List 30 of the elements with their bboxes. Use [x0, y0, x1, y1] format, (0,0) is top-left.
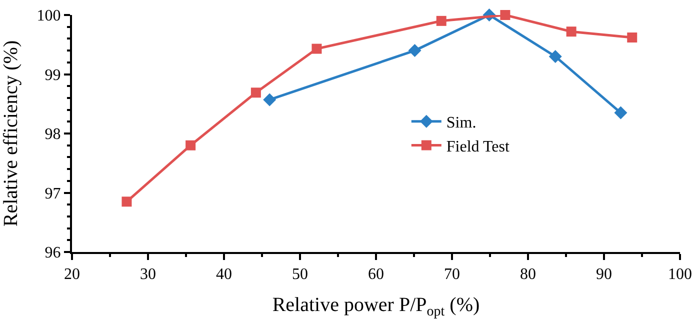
point — [250, 88, 261, 98]
point — [263, 93, 276, 106]
y-tick-label: 97 — [44, 185, 61, 202]
point — [548, 50, 562, 63]
point — [436, 16, 446, 26]
y-tick-label: 96 — [44, 244, 61, 262]
x-tick-label: 70 — [444, 266, 460, 284]
x-tick-label: 30 — [140, 266, 156, 284]
point — [566, 26, 576, 37]
x-tick-label: 40 — [216, 266, 232, 284]
x-tick-label: 80 — [520, 266, 536, 284]
x-tick-label: 50 — [292, 266, 308, 284]
point — [122, 196, 132, 207]
y-tick-label: 98 — [44, 126, 61, 144]
x-tick-label: 60 — [368, 266, 384, 284]
y-axis-title: Relative efficiency (%) — [0, 40, 22, 227]
y-tick-label: 99 — [44, 66, 61, 84]
point — [627, 32, 638, 43]
y-tick-label: 100 — [36, 8, 61, 25]
point — [186, 140, 196, 150]
x-tick-label: 100 — [668, 266, 692, 284]
point — [312, 44, 322, 54]
point — [408, 44, 422, 58]
point — [500, 10, 510, 20]
x-tick-label: 90 — [596, 266, 612, 284]
x-axis-title: Relative power P/P$_{opt}$ (%) — [272, 294, 480, 320]
legend-label: Sim. — [446, 114, 476, 132]
point — [614, 106, 628, 120]
legend-label: Field Test — [446, 138, 510, 156]
x-tick-label: 20 — [64, 266, 80, 284]
